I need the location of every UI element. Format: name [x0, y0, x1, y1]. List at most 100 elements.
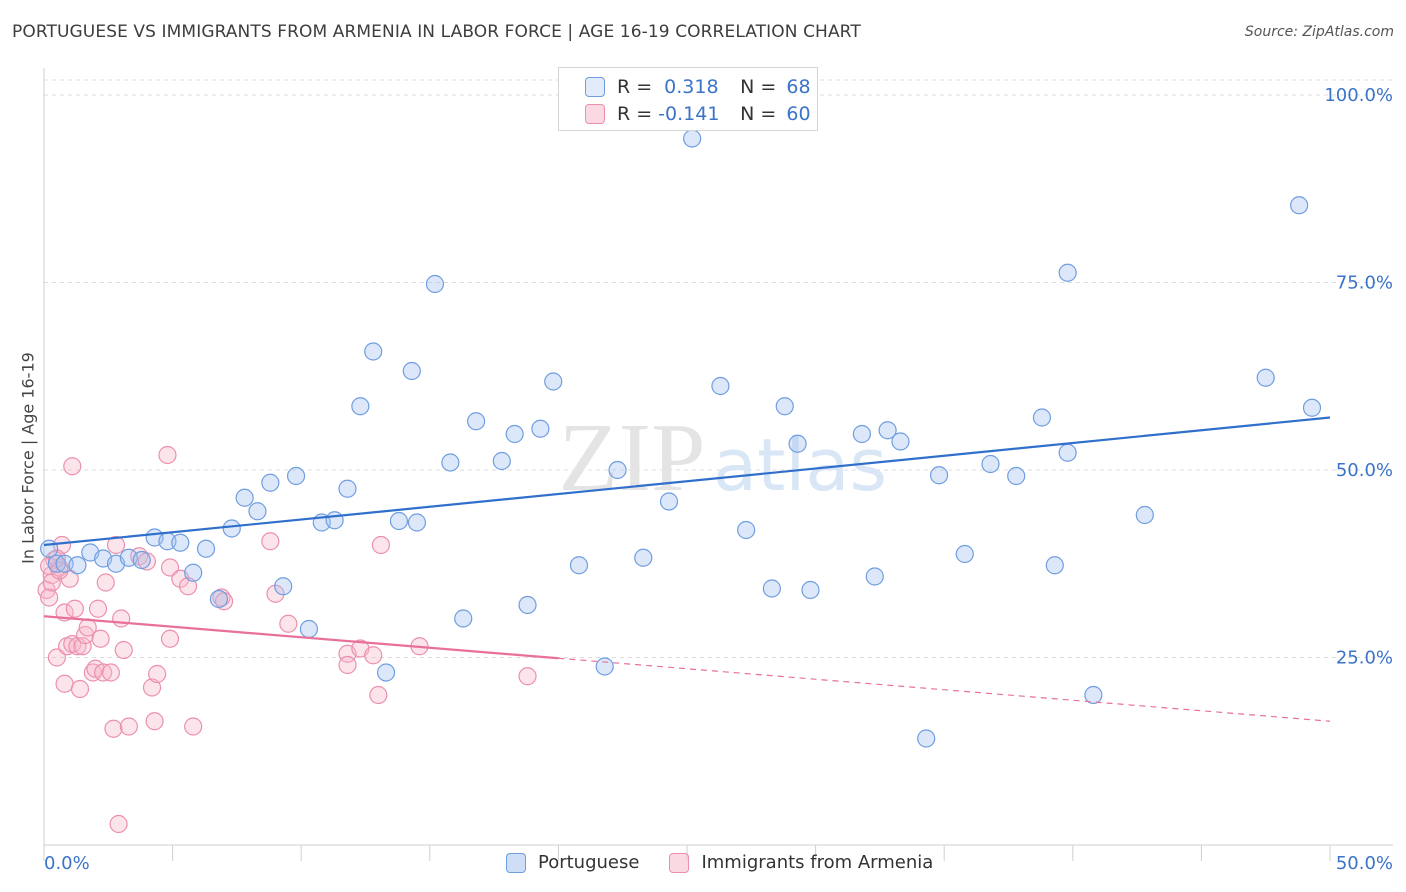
legend-swatch-armenia: [585, 104, 605, 124]
legend-swatch-portuguese: [506, 852, 526, 873]
armenia-point: [109, 814, 128, 834]
armenia-point: [184, 717, 203, 736]
armenia-point: [104, 719, 123, 738]
armenia-point: [101, 663, 120, 682]
portuguese-point: [1058, 443, 1077, 462]
portuguese-point: [659, 492, 679, 511]
y-tick-label: 25.0%: [1336, 648, 1393, 669]
legend-r-label: R =: [617, 76, 653, 98]
armenia-point: [106, 535, 126, 555]
portuguese-point: [222, 519, 241, 538]
legend-row-portuguese: R = 0.318 N = 68: [585, 73, 811, 101]
portuguese-point: [852, 424, 871, 444]
armenia-point: [338, 655, 357, 675]
armenia-point: [266, 584, 285, 603]
armenia-point: [112, 609, 131, 628]
armenia-point: [160, 558, 180, 577]
portuguese-point: [274, 577, 293, 596]
armenia-point: [142, 678, 162, 697]
legend-item-armenia[interactable]: Immigrants from Armenia: [669, 852, 933, 873]
portuguese-point: [1302, 398, 1322, 417]
portuguese-point: [376, 663, 396, 682]
portuguese-point: [891, 432, 910, 451]
portuguese-point: [209, 589, 228, 609]
portuguese-point: [1032, 408, 1052, 427]
legend-r-value: -0.141: [658, 103, 720, 125]
legend-label-portuguese: Portuguese: [538, 852, 640, 873]
portuguese-point: [454, 609, 473, 628]
trend-line-armenia: [43, 615, 559, 660]
portuguese-point: [505, 424, 524, 444]
portuguese-point: [1084, 685, 1103, 705]
portuguese-point: [351, 397, 370, 416]
trend-line-armenia-extrapolated: [558, 657, 1331, 722]
portuguese-point: [711, 376, 730, 396]
armenia-point: [261, 532, 280, 551]
portuguese-point: [775, 397, 794, 416]
armenia-point: [91, 629, 110, 648]
armenia-point: [148, 664, 167, 684]
portuguese-point: [132, 550, 151, 570]
source-label: Source: ZipAtlas.com: [1244, 24, 1394, 40]
portuguese-point: [1045, 556, 1064, 575]
portuguese-point: [801, 580, 820, 600]
legend-r-value: 0.318: [664, 76, 719, 98]
armenia-point: [63, 457, 82, 476]
legend-r-label: R =: [617, 103, 653, 125]
legend-n-value: 68: [786, 76, 811, 98]
portuguese-point: [338, 479, 357, 498]
portuguese-point: [68, 556, 87, 575]
portuguese-point: [184, 563, 203, 582]
portuguese-point: [492, 451, 511, 471]
armenia-point: [160, 629, 180, 648]
portuguese-point: [737, 520, 756, 540]
portuguese-point: [917, 729, 936, 748]
portuguese-point: [1007, 466, 1026, 486]
gridlines: [44, 79, 1393, 658]
trend-line-portuguese: [43, 416, 1331, 547]
portuguese-point: [569, 556, 589, 575]
portuguese-point: [865, 567, 884, 586]
watermark-zip: ZIP: [559, 404, 706, 512]
legend-row-armenia: R = -0.141 N = 60: [585, 100, 811, 128]
portuguese-point: [762, 579, 781, 598]
portuguese-point: [196, 539, 216, 558]
legend-label-armenia: Immigrants from Armenia: [701, 852, 934, 873]
portuguese-point: [407, 513, 427, 532]
portuguese-point: [788, 434, 807, 453]
portuguese-point: [248, 502, 267, 521]
x-tick-label-min: 0.0%: [44, 853, 90, 874]
portuguese-point: [634, 548, 653, 567]
legend-n-label: N =: [740, 76, 777, 98]
portuguese-point: [518, 595, 537, 615]
portuguese-point: [1135, 505, 1154, 525]
trend-lines: [43, 416, 1331, 722]
portuguese-point: [235, 488, 254, 507]
portuguese-point: [1058, 263, 1077, 282]
armenia-point: [364, 646, 383, 665]
y-tick-label: 100.0%: [1324, 85, 1393, 106]
armenia-point: [73, 637, 92, 656]
armenia-point: [40, 588, 59, 607]
series-portuguese-points: [40, 129, 1322, 748]
legend-swatch-armenia: [669, 852, 690, 873]
y-tick-labels: 25.0% 50.0% 75.0% 100.0%: [1324, 85, 1393, 669]
armenia-point: [47, 648, 66, 667]
portuguese-point: [595, 657, 614, 676]
armenia-point: [518, 667, 537, 686]
portuguese-point: [402, 361, 421, 381]
armenia-point: [114, 640, 133, 660]
portuguese-point: [325, 511, 344, 530]
series-armenia-points: [37, 445, 537, 834]
portuguese-point: [299, 619, 319, 639]
series-legend: Portuguese Immigrants from Armenia: [506, 852, 963, 873]
portuguese-point: [171, 533, 190, 552]
armenia-point: [158, 445, 177, 465]
portuguese-point: [878, 421, 897, 440]
legend-item-portuguese[interactable]: Portuguese: [506, 852, 639, 873]
portuguese-point: [47, 554, 66, 573]
armenia-point: [145, 712, 164, 731]
portuguese-point: [466, 412, 486, 431]
portuguese-point: [364, 342, 383, 361]
armenia-point: [88, 599, 108, 618]
